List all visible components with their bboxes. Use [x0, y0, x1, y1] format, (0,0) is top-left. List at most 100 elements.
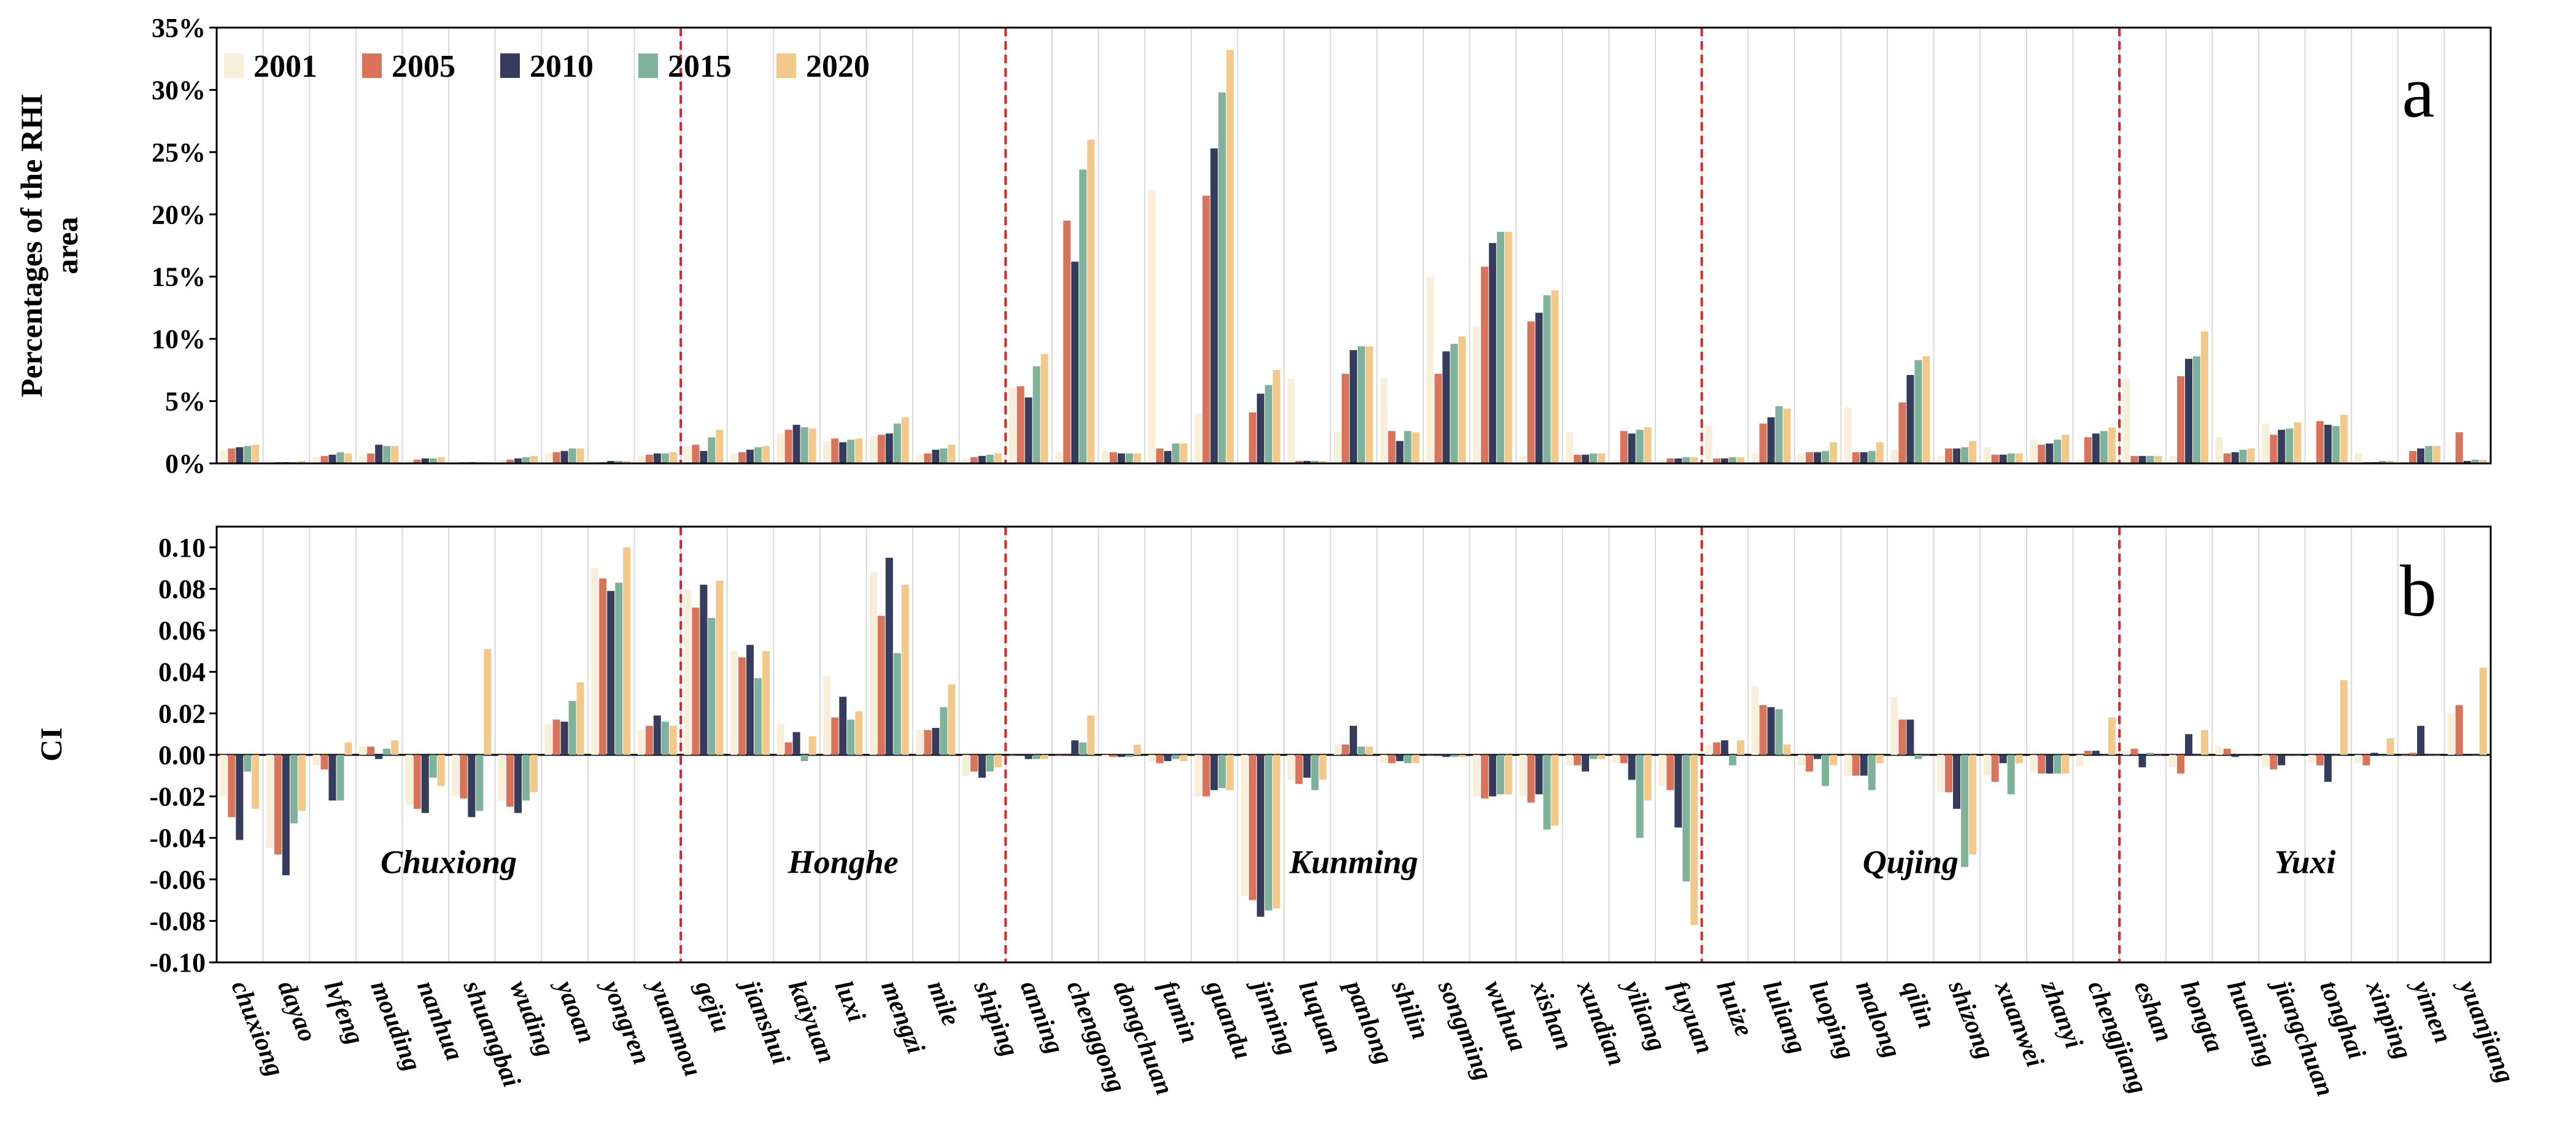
bar-2010-guandu: [1210, 754, 1218, 791]
bar-2005-tonghai: [2316, 754, 2324, 765]
bar-2005-fumin: [1156, 754, 1164, 764]
bar-2020-mengzi: [901, 417, 909, 463]
bar-2010-mouding: [375, 444, 383, 463]
bar-2001-shiping: [962, 754, 970, 776]
bar-2005-qilin: [1898, 719, 1906, 755]
bar-2020-qilin: [1922, 754, 1930, 756]
bar-2015-shiping: [986, 754, 994, 772]
bar-2001-luoping: [1798, 453, 1806, 463]
bar-2001-lvfeng: [312, 754, 320, 765]
bar-2020-hongta: [2201, 730, 2209, 755]
bar-2010-xuanwei: [1999, 754, 2007, 764]
bar-2020-dongchuan: [1133, 745, 1141, 755]
y-tick-label: -0.08: [149, 906, 206, 936]
bar-2020-yaoan: [576, 682, 584, 755]
bar-2001-chengjiang: [2076, 459, 2084, 463]
legend-label: 2015: [668, 49, 732, 84]
bar-2010-wuding: [514, 458, 522, 463]
legend-swatch: [500, 53, 520, 78]
bar-2020-kaiyuan: [808, 736, 816, 755]
bar-2005-yimen: [2409, 451, 2417, 463]
legend-label: 2020: [806, 49, 870, 84]
bar-2010-nanhua: [421, 458, 429, 463]
bar-2005-chenggong: [1063, 754, 1071, 756]
bar-2001-wuhua: [1472, 326, 1480, 463]
bar-2001-anning: [1008, 387, 1016, 463]
bar-2010-dayao: [282, 754, 290, 875]
bar-2001-chenggong: [1055, 452, 1063, 463]
bar-2005-shizong: [1944, 448, 1952, 463]
bar-2010-luxi: [839, 442, 847, 463]
bar-2010-luliang: [1767, 707, 1775, 755]
bar-2001-xinping: [2354, 453, 2362, 463]
bar-2015-huize: [1728, 457, 1736, 463]
bar-2015-lvfeng: [336, 452, 344, 463]
bar-2001-shiping: [962, 458, 970, 463]
bar-2010-chuxiong: [236, 754, 244, 840]
bar-2020-huize: [1736, 740, 1744, 755]
bar-2015-xinping: [2378, 754, 2386, 756]
bar-2005-nanhua: [413, 459, 421, 463]
bar-2001-dongchuan: [1101, 451, 1109, 463]
bar-2020-jinning: [1272, 369, 1280, 463]
bar-2010-shiping: [978, 754, 986, 778]
x-tick-label: wuhua: [1479, 977, 1532, 1056]
bar-2010-luxi: [839, 697, 847, 755]
bar-2001-yimen: [2401, 460, 2409, 463]
bar-2005-jinning: [1248, 412, 1256, 463]
bar-2020-yaoan: [576, 448, 584, 463]
bar-2005-songming: [1434, 754, 1442, 756]
bar-2005-chengjiang: [2084, 751, 2092, 755]
bar-2010-xishan: [1535, 312, 1543, 463]
city-group-label: Chuxiong: [381, 844, 517, 881]
bar-2015-luquan: [1311, 754, 1319, 791]
bar-2010-wuhua: [1488, 242, 1496, 463]
bar-2015-jiangchuan: [2286, 428, 2294, 463]
legend-swatch: [638, 53, 658, 78]
bar-2020-shiping: [994, 754, 1002, 768]
bar-2001-yaoan: [544, 453, 552, 463]
bar-2010-yiliang: [1628, 754, 1636, 780]
bar-2020-huize: [1736, 457, 1744, 463]
bar-2010-zhanyi: [2046, 443, 2054, 463]
bar-2010-fuyuan: [1674, 458, 1682, 463]
bar-2020-malong: [1876, 442, 1884, 463]
bar-2015-fumin: [1172, 443, 1180, 463]
bar-2015-yaoan: [568, 701, 576, 755]
bar-2001-mile: [916, 730, 924, 755]
bar-2015-eshan: [2146, 752, 2154, 755]
bar-2010-yuanjiang: [2463, 754, 2471, 756]
legend-swatch: [224, 53, 244, 78]
bar-2015-xishan: [1543, 295, 1551, 463]
x-tick-label: zhanyi: [2035, 976, 2088, 1053]
bar-2001-xundian: [1566, 432, 1574, 463]
bar-2001-mile: [916, 454, 924, 463]
bar-2005-luxi: [831, 438, 839, 463]
bar-2001-wuding: [498, 754, 506, 801]
bar-2001-eshan: [2122, 379, 2130, 463]
y-tick-label: -0.04: [149, 823, 206, 853]
bar-2015-dongchuan: [1125, 754, 1133, 757]
bar-2015-xuanwei: [2007, 754, 2015, 795]
bar-2001-lvfeng: [312, 457, 320, 463]
bar-2001-luliang: [1751, 453, 1759, 463]
bar-2020-fumin: [1180, 754, 1188, 762]
bar-2005-malong: [1852, 452, 1860, 463]
bar-2005-wuding: [506, 754, 514, 807]
bar-2020-yuanmou: [669, 725, 677, 755]
y-tick-label: 10%: [152, 324, 206, 354]
bar-2005-chenggong: [1063, 220, 1071, 463]
bar-2001-tonghai: [2308, 754, 2316, 764]
bar-2010-tonghai: [2324, 425, 2332, 463]
bar-2005-mile: [924, 453, 932, 463]
bar-2020-shizong: [1968, 754, 1976, 855]
bar-2015-hongta: [2193, 356, 2201, 463]
bar-2001-gejiu: [684, 589, 692, 755]
bar-2005-yuanjiang: [2455, 705, 2463, 755]
bar-2001-shilin: [1380, 379, 1388, 463]
bar-2015-anning: [1032, 366, 1040, 463]
bar-2015-mile: [940, 707, 948, 755]
bar-2015-yuanjiang: [2471, 459, 2479, 463]
bar-2005-yaoan: [552, 719, 560, 755]
bar-2020-luoping: [1830, 442, 1838, 463]
